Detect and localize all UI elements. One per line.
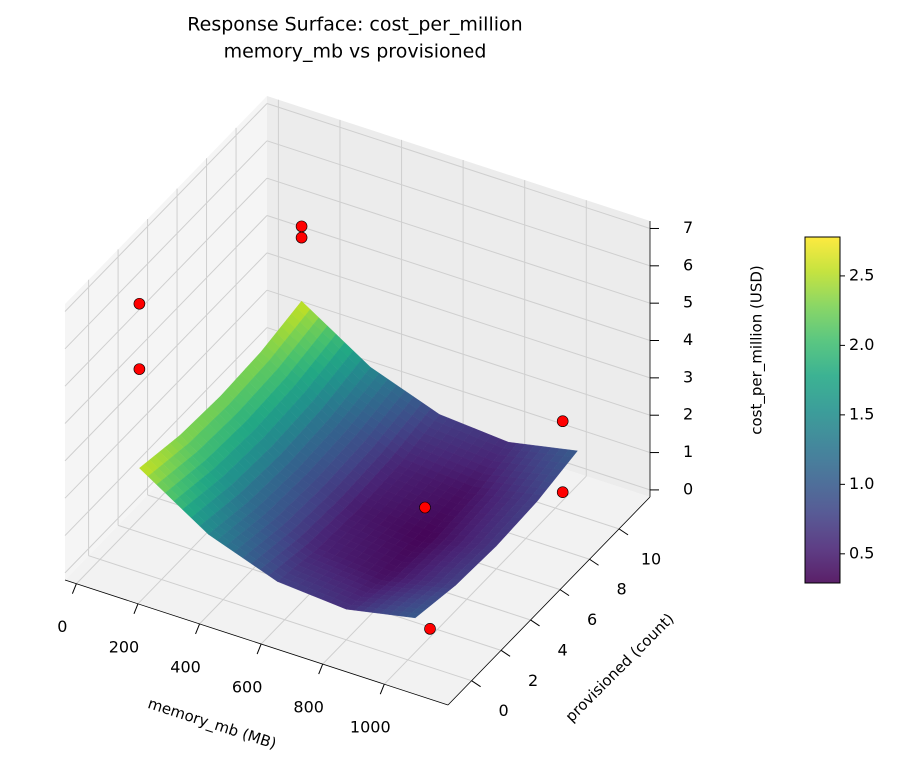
grid-line (64, 327, 268, 536)
colorbar: 0.5 1.0 1.5 2.0 2.5 (804, 236, 874, 584)
tick-mark (471, 680, 481, 688)
scatter-below (424, 486, 569, 635)
grid-line (64, 215, 268, 424)
grid-line (383, 475, 587, 685)
grid-line (266, 252, 651, 379)
x-tick-label: 200 (109, 637, 140, 656)
scatter-point (419, 501, 431, 514)
y-axis (447, 496, 651, 706)
tick-mark (318, 663, 324, 675)
tick-mark (71, 583, 77, 594)
grid-line (266, 177, 651, 304)
z-tick-label: 0 (683, 479, 693, 498)
z-tick-label: 6 (683, 255, 693, 274)
z-tick-label: 7 (683, 218, 693, 237)
grid-line (64, 103, 268, 312)
grid-line (266, 289, 651, 416)
y-tick-label: 4 (557, 640, 567, 659)
scatter-point (133, 363, 146, 375)
x-axis (64, 579, 449, 706)
colorbar-tick-label: 0.5 (849, 543, 874, 562)
grid-line (64, 140, 268, 350)
y-tick-label: 0 (498, 701, 508, 720)
colorbar-fill (805, 237, 840, 583)
x-tick-label: 400 (170, 657, 201, 676)
z-axis-label: cost_per_million (USD) (748, 265, 767, 435)
x-tick-label: 0 (57, 617, 67, 636)
scatter-point (295, 231, 308, 244)
left-pane (65, 96, 267, 580)
y-axis-label: provisioned (count) (562, 610, 678, 726)
chart-subtitle: memory_mb vs provisioned (224, 41, 487, 63)
scatter-above (133, 220, 569, 514)
chart-title: Response Surface: cost_per_million (187, 14, 522, 36)
grid-line (64, 289, 268, 499)
x-axis-label: memory_mb (MB) (145, 694, 278, 753)
grid-line (266, 102, 651, 229)
x-tick-label: 800 (293, 698, 324, 717)
y-tick-label: 2 (528, 671, 538, 690)
tick-mark (559, 589, 570, 597)
colorbar-frame (804, 236, 841, 584)
colorbar-tick-label: 2.5 (849, 265, 874, 284)
scatter-point (424, 623, 436, 635)
x-tick-label: 1000 (350, 718, 391, 737)
grid-line (266, 140, 651, 267)
colorbar-tick-label: 1.5 (849, 404, 874, 423)
tick-mark (256, 643, 262, 655)
colorbar-tick-label: 1.0 (849, 474, 874, 493)
colorbar-tick-label: 2.0 (849, 335, 874, 354)
tick-mark (133, 603, 139, 615)
grid-line (266, 215, 651, 341)
tick-mark (379, 684, 385, 695)
scatter-point (556, 486, 569, 498)
grid-line (64, 177, 268, 387)
z-tick-label: 3 (683, 367, 693, 386)
z-tick-label: 2 (683, 405, 693, 424)
scatter-point (295, 220, 308, 233)
z-tick-label: 4 (683, 330, 693, 349)
z-tick-label: 1 (683, 442, 693, 461)
y-tick-label: 8 (616, 580, 626, 599)
tick-mark (618, 528, 629, 536)
tick-mark (195, 623, 201, 635)
z-tick-label: 5 (683, 293, 693, 312)
scatter-point (133, 297, 146, 310)
y-tick-label: 10 (641, 549, 661, 568)
grid-line (88, 555, 472, 682)
tick-mark (500, 649, 511, 657)
x-tick-label: 600 (232, 678, 263, 697)
tick-mark (530, 619, 540, 627)
tick-mark (589, 558, 599, 566)
surface-patch (406, 612, 421, 619)
scatter-point (556, 415, 569, 428)
y-tick-label: 6 (587, 610, 597, 629)
grid-line (64, 252, 268, 462)
